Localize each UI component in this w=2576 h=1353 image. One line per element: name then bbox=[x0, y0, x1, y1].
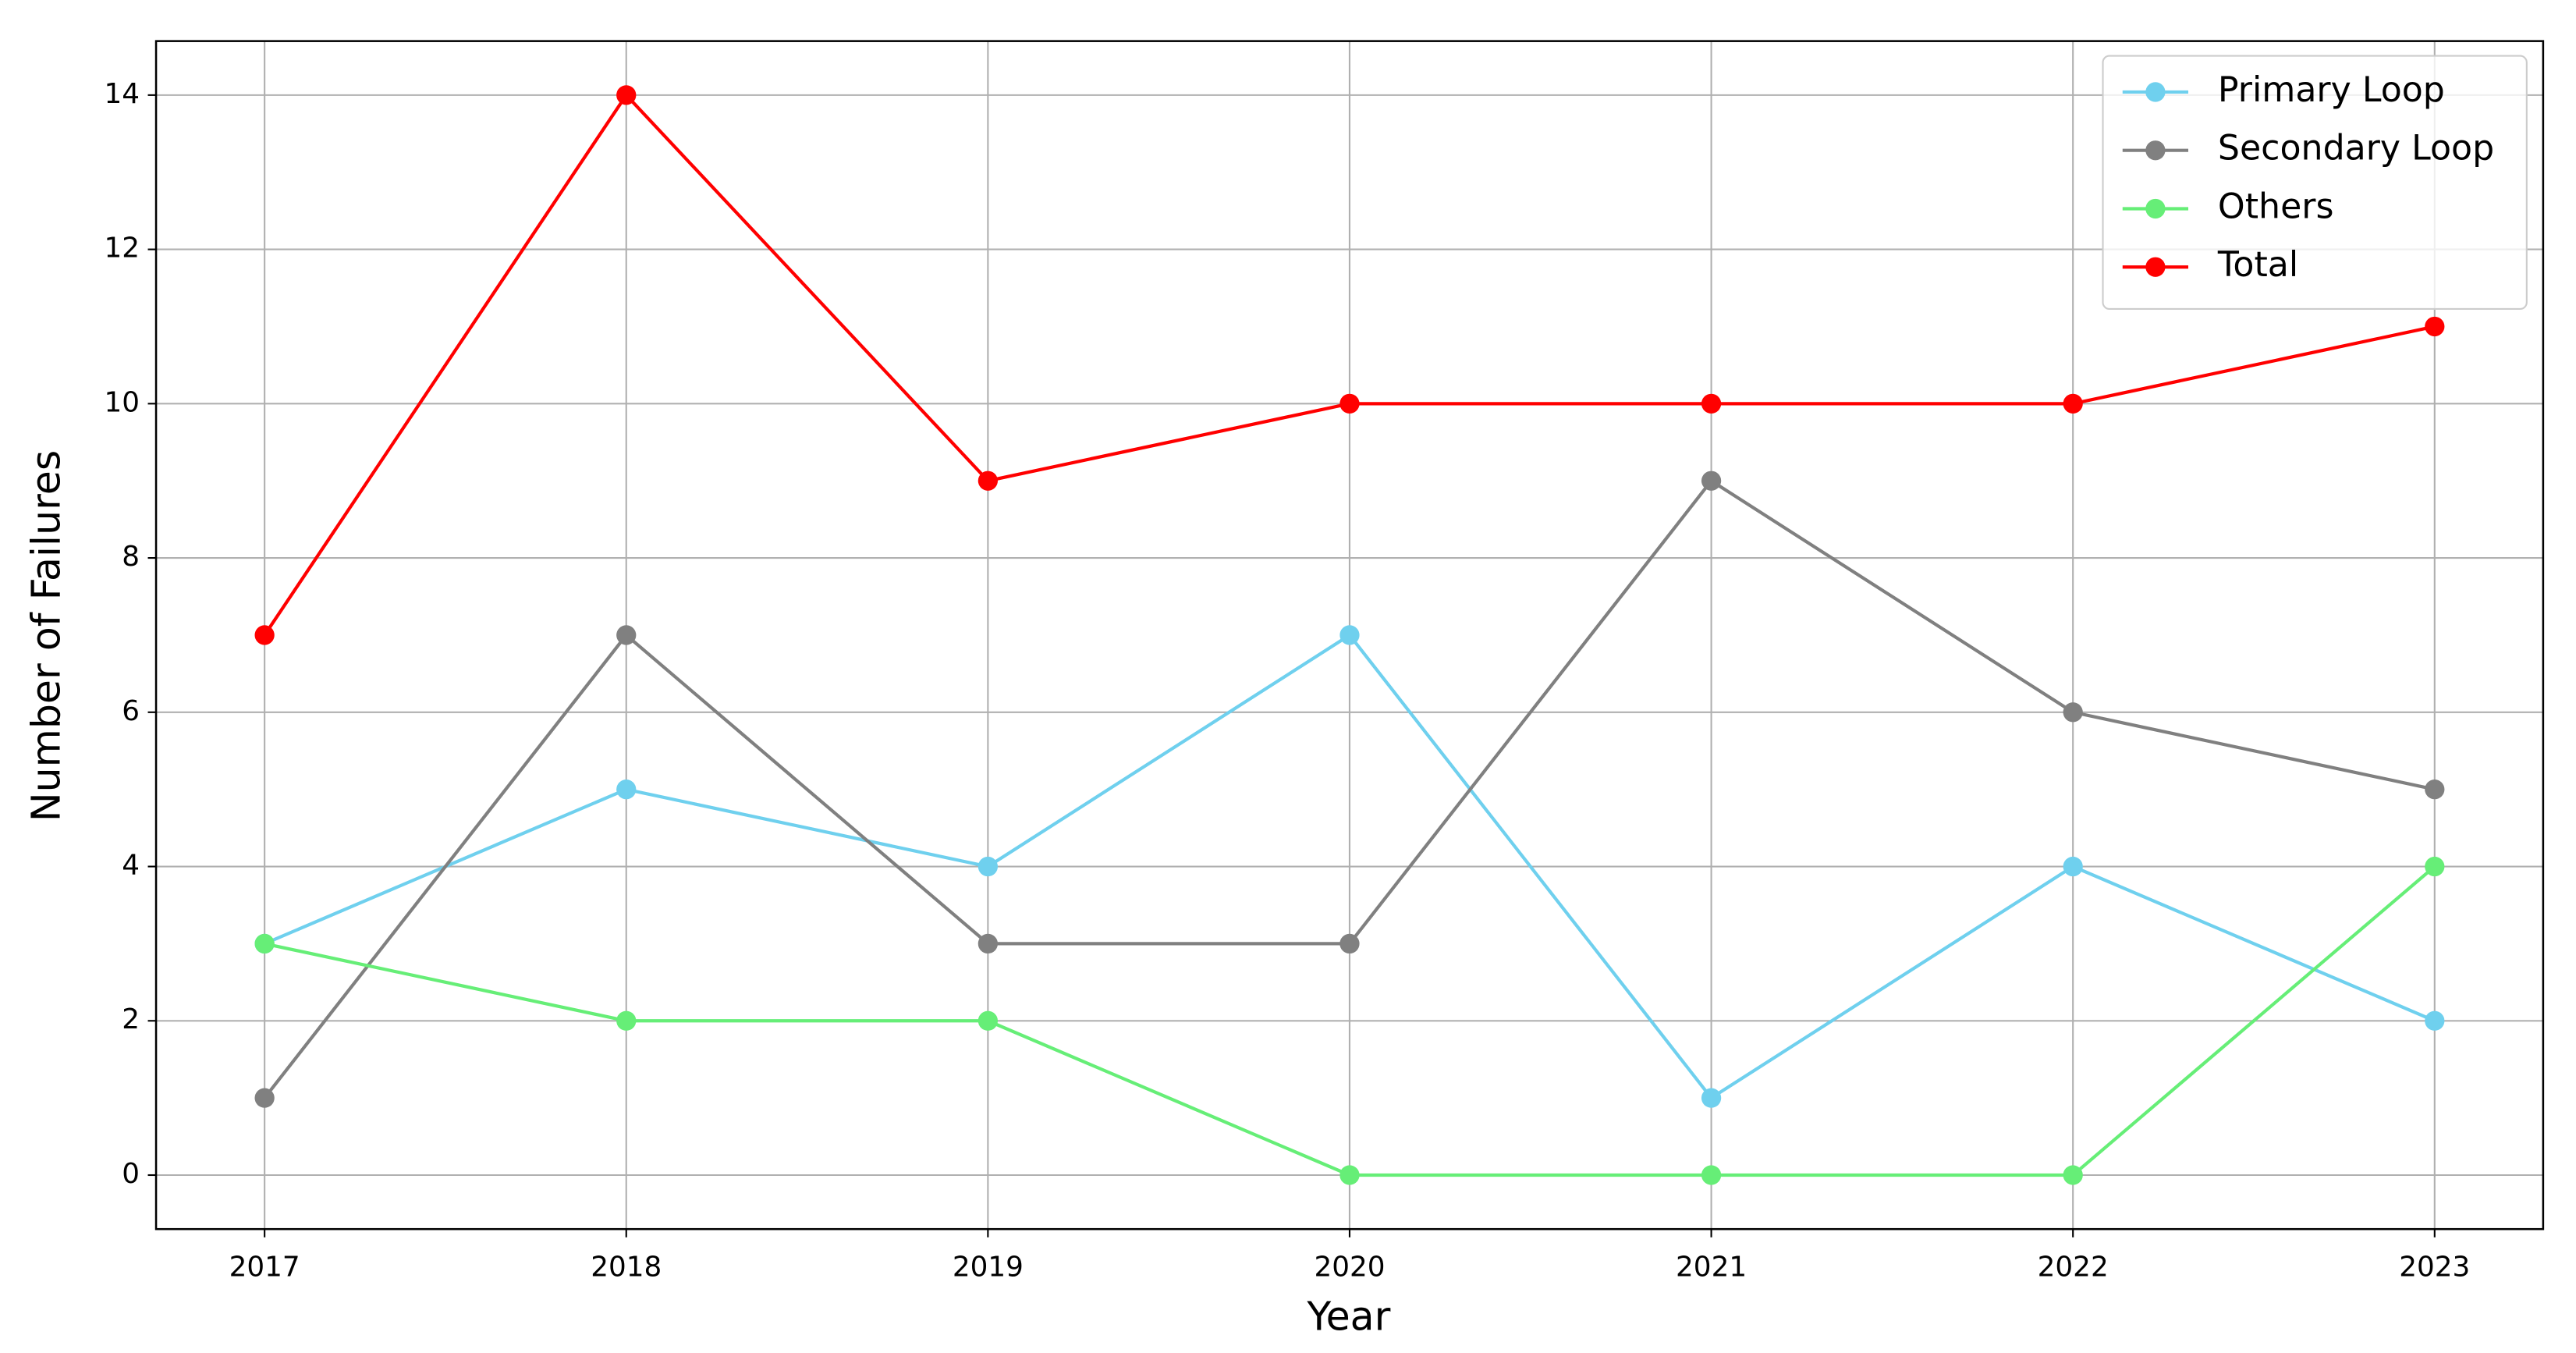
legend-label: Others bbox=[2218, 186, 2334, 226]
data-point bbox=[978, 856, 998, 877]
y-tick-label: 6 bbox=[122, 695, 140, 727]
legend-label: Total bbox=[2217, 245, 2298, 285]
data-point bbox=[978, 1010, 998, 1031]
data-point bbox=[1339, 393, 1360, 414]
data-point bbox=[254, 933, 275, 954]
data-point bbox=[1701, 1088, 1722, 1108]
x-tick-label: 2020 bbox=[1314, 1252, 1385, 1284]
legend-marker bbox=[2145, 82, 2166, 102]
data-point bbox=[2063, 393, 2083, 414]
x-tick-label: 2022 bbox=[2038, 1252, 2109, 1284]
x-tick-label: 2021 bbox=[1676, 1252, 1747, 1284]
legend-label: Secondary Loop bbox=[2218, 129, 2494, 169]
x-tick-label: 2023 bbox=[2399, 1252, 2470, 1284]
x-axis-label: Year bbox=[1306, 1294, 1390, 1340]
data-point bbox=[616, 1010, 637, 1031]
data-point bbox=[2425, 856, 2445, 877]
legend-marker bbox=[2145, 198, 2166, 219]
y-tick-label: 10 bbox=[104, 386, 140, 418]
data-point bbox=[1339, 625, 1360, 645]
data-point bbox=[254, 1088, 275, 1108]
y-tick-label: 12 bbox=[104, 233, 140, 265]
x-tick-label: 2019 bbox=[953, 1252, 1024, 1284]
data-point bbox=[2063, 702, 2083, 723]
x-tick-label: 2018 bbox=[591, 1252, 662, 1284]
data-point bbox=[2425, 1010, 2445, 1031]
data-point bbox=[616, 625, 637, 645]
plot-frame bbox=[154, 40, 2545, 1230]
y-tick-label: 4 bbox=[122, 850, 140, 882]
legend-label: Primary Loop bbox=[2218, 70, 2445, 110]
data-point bbox=[1339, 1165, 1360, 1185]
y-axis-label: Number of Failures bbox=[23, 450, 69, 822]
data-point bbox=[254, 625, 275, 645]
y-tick-label: 2 bbox=[122, 1003, 140, 1035]
data-point bbox=[978, 933, 998, 954]
data-point bbox=[1701, 393, 1722, 414]
legend-marker bbox=[2145, 140, 2166, 161]
data-point bbox=[616, 779, 637, 800]
data-point bbox=[616, 85, 637, 105]
legend-box bbox=[2102, 55, 2528, 310]
data-point bbox=[1701, 471, 1722, 491]
data-point bbox=[978, 471, 998, 491]
legend-marker bbox=[2145, 257, 2166, 277]
y-tick-label: 14 bbox=[104, 78, 140, 110]
data-point bbox=[2425, 779, 2445, 800]
y-tick-label: 0 bbox=[122, 1158, 140, 1190]
x-tick-label: 2017 bbox=[229, 1252, 300, 1284]
data-point bbox=[2063, 1165, 2083, 1185]
data-point bbox=[1339, 933, 1360, 954]
data-point bbox=[2063, 856, 2083, 877]
data-point bbox=[1701, 1165, 1722, 1185]
data-point bbox=[2425, 316, 2445, 337]
y-tick-label: 8 bbox=[122, 541, 140, 573]
